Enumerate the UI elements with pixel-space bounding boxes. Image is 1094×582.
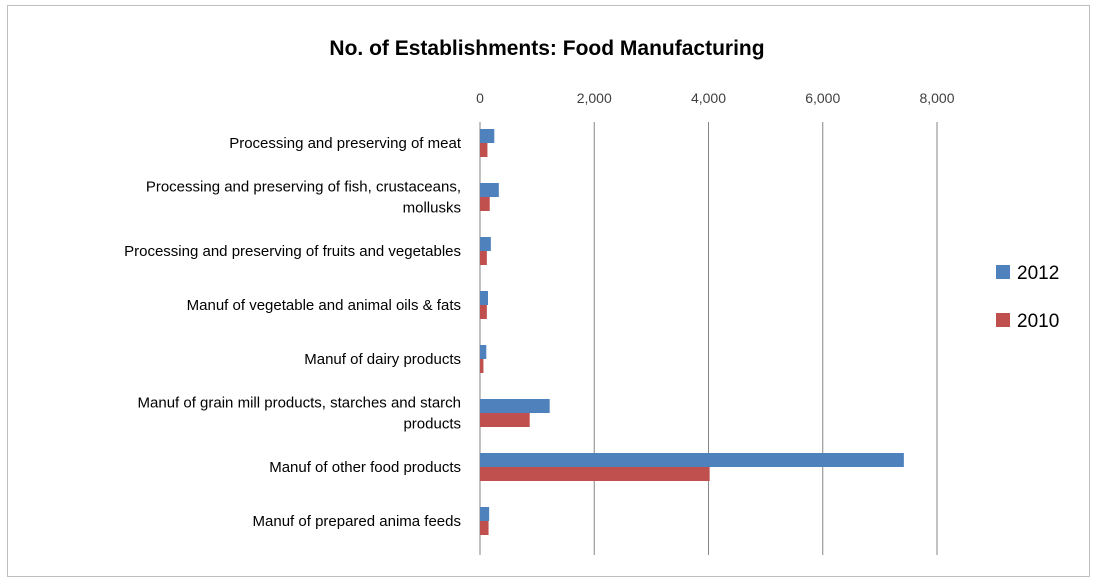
bar-2010	[480, 143, 488, 157]
bar-2012	[480, 129, 495, 143]
bar-2012	[480, 507, 490, 521]
bar-2012	[480, 237, 491, 251]
category-label: Processing and preserving of fruits and …	[124, 243, 461, 260]
bar-2010	[480, 305, 487, 319]
bar-2012	[480, 399, 550, 413]
legend-label-2012: 2012	[1017, 263, 1059, 284]
x-tick-label: 0	[476, 90, 484, 106]
category-labels: Processing and preserving of meat Process…	[124, 135, 462, 530]
legend-label-2010: 2010	[1017, 311, 1059, 332]
x-tick-label: 8,000	[919, 90, 954, 106]
chart-frame	[7, 5, 1090, 577]
bar-2010	[480, 413, 530, 427]
gridlines	[479, 122, 938, 555]
category-label: Manuf of vegetable and animal oils & fat…	[187, 297, 461, 314]
bar-2012	[480, 453, 904, 467]
bar-2010	[480, 521, 489, 535]
bar-2010	[480, 197, 490, 211]
legend: 2012 2010	[996, 263, 1059, 332]
bar-2010	[480, 359, 484, 373]
category-label: Processing and preserving of fish, crust…	[146, 179, 461, 217]
category-label: Manuf of grain mill products, starches a…	[138, 395, 461, 433]
bar-2010	[480, 467, 710, 481]
category-label: Manuf of other food products	[269, 459, 461, 476]
legend-swatch-2010	[996, 313, 1010, 327]
x-tick-label: 4,000	[691, 90, 726, 106]
category-label: Manuf of dairy products	[304, 351, 461, 368]
legend-swatch-2012	[996, 265, 1010, 279]
bar-2012	[480, 291, 488, 305]
bar-2012	[480, 183, 499, 197]
bars	[480, 129, 904, 535]
x-tick-label: 6,000	[805, 90, 840, 106]
bar-2010	[480, 251, 487, 265]
category-label: Processing and preserving of meat	[229, 135, 462, 152]
bar-2012	[480, 345, 487, 359]
chart-title: No. of Establishments: Food Manufacturin…	[329, 37, 764, 60]
x-tick-label: 2,000	[577, 90, 612, 106]
x-axis-ticks: 0 2,000 4,000 6,000 8,000	[476, 90, 955, 106]
category-label: Manuf of prepared anima feeds	[253, 513, 461, 530]
